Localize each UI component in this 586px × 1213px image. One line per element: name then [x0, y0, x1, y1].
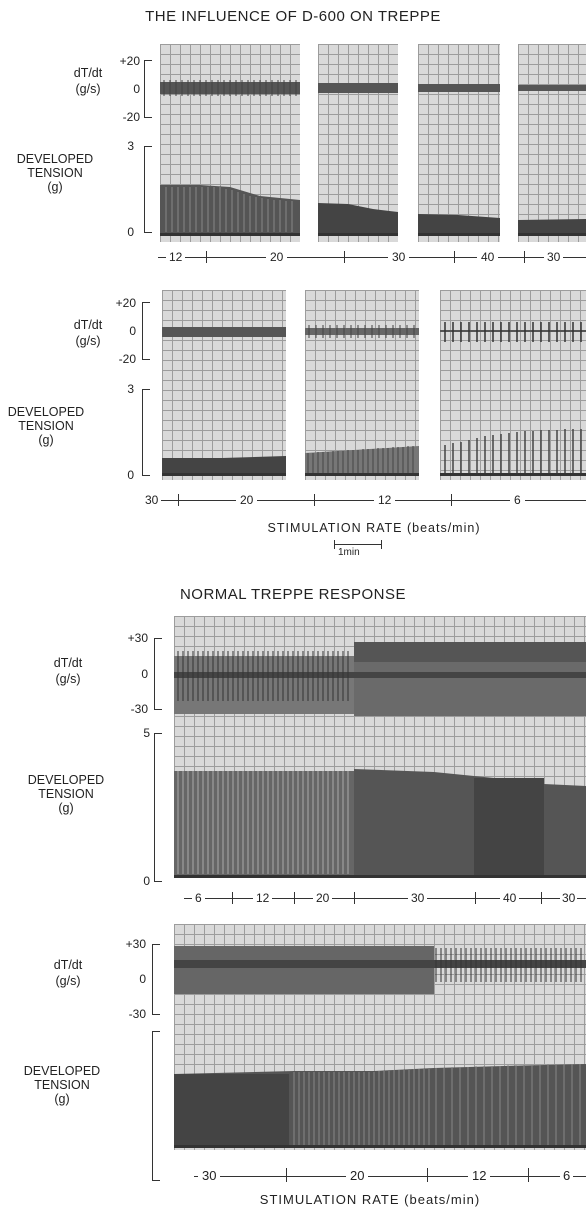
rate-label: 40: [500, 891, 520, 905]
tension-label: DEVELOPED: [7, 405, 85, 419]
scale-bar-label: 1min: [338, 547, 360, 558]
tension-axis: [144, 146, 145, 233]
dtdt-label: dT/dt: [73, 318, 103, 332]
chart-strip: [160, 44, 300, 242]
tick-plus30: +30: [127, 631, 148, 645]
tick-minus30: -30: [128, 1007, 146, 1021]
tick-3: 3: [127, 382, 134, 396]
tension-label-2: TENSION: [27, 166, 83, 180]
tension-label-2: TENSION: [18, 419, 74, 433]
tick-plus20: +20: [115, 296, 136, 310]
dtdt-units: (g/s): [55, 974, 81, 988]
tick-minus30: -30: [130, 702, 148, 716]
rate-label: 30: [560, 891, 578, 905]
figure2-title: NORMAL TREPPE RESPONSE: [179, 586, 407, 603]
tick-zero: 0: [141, 667, 148, 681]
tick-zero: 0: [129, 324, 136, 338]
tension-axis: [154, 733, 155, 882]
tension-label: DEVELOPED: [27, 773, 105, 787]
tick-zero: 0: [139, 972, 146, 986]
tension-units: (g): [54, 1092, 70, 1106]
tension-label-2: TENSION: [38, 787, 94, 801]
rate-label: 40: [477, 250, 499, 264]
dtdt-units: (g/s): [75, 82, 101, 96]
dtdt-units: (g/s): [55, 672, 81, 686]
dtdt-label: dT/dt: [73, 66, 103, 80]
x-axis-label: STIMULATION RATE (beats/min): [267, 521, 481, 535]
dtdt-axis: [154, 638, 155, 710]
rate-label: 12: [374, 493, 396, 507]
rate-label: 30: [142, 493, 162, 507]
chart-strip: [305, 290, 419, 480]
rate-label: 30: [388, 250, 410, 264]
rate-label: 12: [253, 891, 273, 905]
tick-minus20: -20: [118, 352, 136, 366]
dtdt-axis: [152, 944, 153, 1015]
chart-strip: [174, 616, 586, 878]
tension-axis: [142, 389, 143, 476]
chart-strip: [162, 290, 286, 480]
tick-zero: 0: [133, 82, 140, 96]
tick-5: 5: [143, 726, 150, 740]
tick-0: 0: [127, 225, 134, 239]
tension-label: DEVELOPED: [16, 152, 94, 166]
chart-strip: [518, 44, 586, 242]
tension-label: DEVELOPED: [23, 1064, 101, 1078]
rate-label: 12: [468, 1168, 491, 1183]
tick-plus20: +20: [119, 54, 140, 68]
tension-units: (g): [47, 180, 63, 194]
tick-plus30: +30: [125, 937, 146, 951]
tick-0: 0: [143, 874, 150, 888]
chart-strip: [318, 44, 398, 242]
tick-3: 3: [127, 139, 134, 153]
scale-bar: [334, 544, 382, 545]
tension-axis: [152, 1031, 153, 1181]
dtdt-axis: [144, 60, 145, 118]
rate-label: 20: [313, 891, 333, 905]
tension-label-2: TENSION: [34, 1078, 90, 1092]
rate-label: 20: [236, 493, 258, 507]
chart-strip: [440, 290, 586, 480]
dtdt-units: (g/s): [75, 334, 101, 348]
x-axis-label: STIMULATION RATE (beats/min): [259, 1192, 481, 1207]
chart-strip: [418, 44, 500, 242]
tension-units: (g): [38, 433, 54, 447]
tick-0: 0: [127, 468, 134, 482]
rate-label: 6: [510, 493, 525, 507]
rate-label: 20: [266, 250, 288, 264]
rate-label: 6: [560, 1168, 574, 1183]
rate-label: 30: [544, 250, 564, 264]
chart-strip: [174, 924, 586, 1150]
tension-units: (g): [58, 801, 74, 815]
figure1-title: THE INFLUENCE OF D-600 ON TREPPE: [145, 8, 441, 25]
rate-label: 20: [346, 1168, 369, 1183]
dtdt-axis: [142, 302, 143, 360]
dtdt-label: dT/dt: [53, 958, 83, 972]
rate-label: 12: [166, 250, 186, 264]
rate-label: 30: [408, 891, 428, 905]
rate-label: 30: [198, 1168, 221, 1183]
dtdt-label: dT/dt: [53, 656, 83, 670]
tick-minus20: -20: [122, 110, 140, 124]
rate-label: 6: [192, 891, 205, 905]
